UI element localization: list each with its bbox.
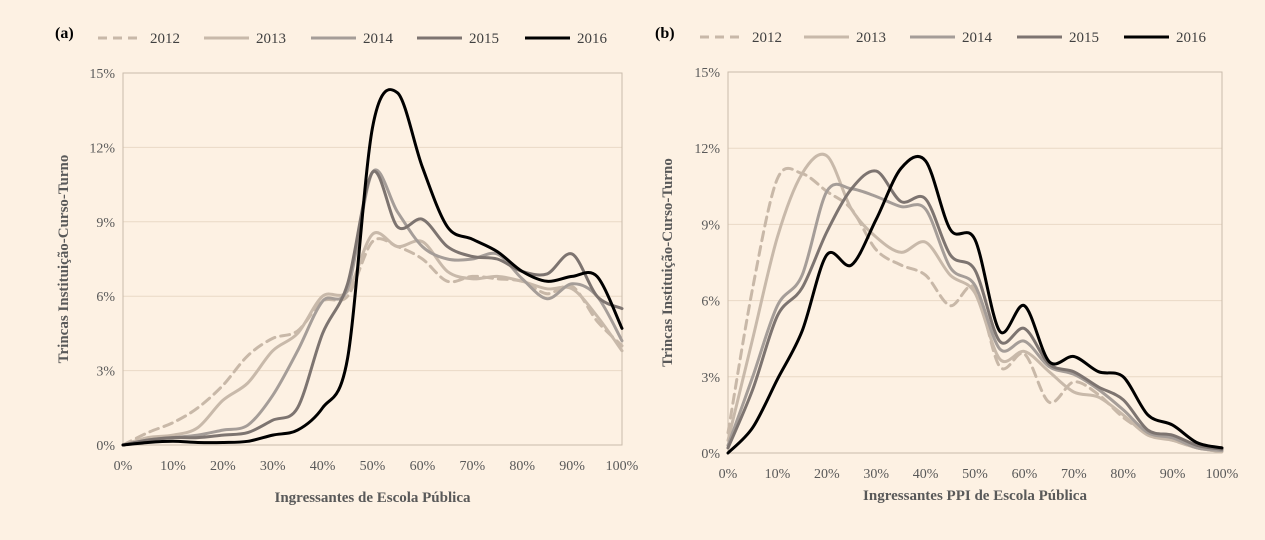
- chart-panel-a: 0% 3% 6% 9% 12% 15% 0% 10% 20% 30% 40% 50% 60% 70% 80%…: [55, 25, 639, 506]
- x-tick-label: 80%: [509, 459, 535, 474]
- x-tick-label: 0%: [719, 467, 738, 482]
- y-tick-label: 0%: [701, 447, 720, 462]
- legend-label-2016: 2016: [1176, 30, 1207, 46]
- series-line-2016: [121, 88, 624, 447]
- y-axis-title: Trincas Instituição-Curso-Turno: [660, 158, 676, 367]
- y-tick-label: 6%: [96, 290, 115, 305]
- x-tick-label: 70%: [459, 459, 485, 474]
- x-tick-label: 90%: [559, 459, 585, 474]
- series-line-2013: [726, 152, 1224, 454]
- chart-panel-b: 0% 3% 6% 9% 12% 15% 0% 10% 20% 30% 40% 50% 60% 70% 80%…: [655, 25, 1239, 504]
- x-tick-label: 20%: [814, 467, 840, 482]
- y-axis-title: Trincas Instituição-Curso-Turno: [56, 155, 72, 364]
- series-line-2016: [726, 155, 1224, 455]
- y-tick-label: 9%: [701, 218, 720, 233]
- legend-label-2013: 2013: [256, 31, 286, 47]
- y-tick-label: 3%: [701, 371, 720, 386]
- x-tick-label: 70%: [1061, 467, 1087, 482]
- x-tick-label: 100%: [606, 459, 639, 474]
- x-axis-title: Ingressantes PPI de Escola Pública: [863, 488, 1087, 504]
- x-tick-label: 50%: [962, 467, 988, 482]
- x-tick-label: 30%: [260, 459, 286, 474]
- y-tick-label: 3%: [96, 365, 115, 380]
- x-tick-label: 20%: [210, 459, 236, 474]
- plot-area-border: [122, 72, 623, 446]
- panel-label: (a): [55, 25, 74, 42]
- x-tick-label: 80%: [1110, 467, 1136, 482]
- series-line-2012: [121, 237, 624, 447]
- x-tick-label: 10%: [160, 459, 186, 474]
- x-tick-label: 60%: [410, 459, 436, 474]
- x-tick-label: 90%: [1160, 467, 1186, 482]
- y-tick-label: 9%: [96, 216, 115, 231]
- y-tick-label: 0%: [96, 439, 115, 454]
- x-tick-label: 100%: [1206, 467, 1239, 482]
- series-line-2015: [121, 169, 624, 447]
- legend-label-2015: 2015: [469, 31, 499, 47]
- x-tick-label: 0%: [114, 459, 133, 474]
- legend-label-2014: 2014: [363, 31, 394, 47]
- panel-label: (b): [655, 25, 675, 42]
- x-tick-label: 40%: [310, 459, 336, 474]
- series-line-2014: [121, 168, 624, 447]
- legend-label-2016: 2016: [577, 31, 608, 47]
- legend-label-2012: 2012: [752, 30, 782, 46]
- x-tick-label: 50%: [360, 459, 386, 474]
- y-tick-label: 15%: [694, 66, 720, 81]
- plot-area-border: [727, 71, 1223, 454]
- y-tick-label: 12%: [694, 142, 720, 157]
- legend-label-2014: 2014: [962, 30, 993, 46]
- x-tick-label: 40%: [913, 467, 939, 482]
- legend-label-2012: 2012: [150, 31, 180, 47]
- legend-label-2015: 2015: [1069, 30, 1099, 46]
- x-axis-title: Ingressantes de Escola Pública: [275, 490, 471, 506]
- series-line-2013: [121, 231, 624, 447]
- y-tick-label: 12%: [89, 141, 115, 156]
- x-tick-label: 60%: [1012, 467, 1038, 482]
- y-tick-label: 6%: [701, 295, 720, 310]
- x-tick-label: 30%: [863, 467, 889, 482]
- series-line-2014: [726, 182, 1224, 452]
- series-line-2012: [726, 167, 1224, 454]
- x-tick-label: 10%: [765, 467, 791, 482]
- y-tick-label: 15%: [89, 67, 115, 82]
- legend-label-2013: 2013: [856, 30, 886, 46]
- series-line-2015: [726, 169, 1224, 451]
